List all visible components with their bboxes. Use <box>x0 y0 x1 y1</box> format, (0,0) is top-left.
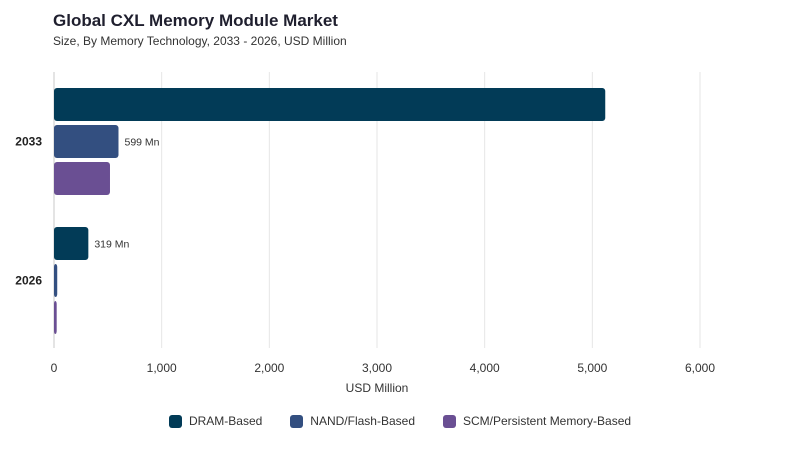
legend-item: SCM/Persistent Memory-Based <box>443 414 631 428</box>
bar <box>54 125 119 158</box>
chart-legend: DRAM-Based NAND/Flash-Based SCM/Persistent… <box>0 414 800 428</box>
bar <box>54 301 57 334</box>
bar-chart: 0 1,000 2,000 3,000 4,000 5,000 6,000 USD Milli… <box>15 72 715 395</box>
x-axis-title: USD Million <box>346 381 409 395</box>
bar <box>54 162 110 195</box>
legend-item: NAND/Flash-Based <box>290 414 415 428</box>
bar <box>54 264 58 297</box>
legend-label: DRAM-Based <box>188 414 263 428</box>
chart-subtitle: Size, By Memory Technology, 2033 - 2026,… <box>53 34 347 48</box>
bar <box>54 227 89 260</box>
bar <box>54 88 606 121</box>
data-label: 599 Mn <box>124 137 159 149</box>
category-label: 2033 <box>15 135 42 149</box>
x-tick-label: 4,000 <box>470 361 500 375</box>
category-label: 2026 <box>15 274 42 288</box>
x-tick-label: 0 <box>51 361 58 375</box>
data-label: 319 Mn <box>94 239 129 251</box>
x-tick-label: 2,000 <box>254 361 284 375</box>
legend-swatch <box>290 414 304 428</box>
x-tick-label: 3,000 <box>362 361 392 375</box>
x-tick-label: 1,000 <box>147 361 177 375</box>
legend-swatch <box>443 414 456 428</box>
x-tick-label: 6,000 <box>685 361 715 375</box>
chart-title: Global CXL Memory Module Market <box>53 11 338 30</box>
legend-item: DRAM-Based <box>168 414 263 428</box>
legend-swatch <box>168 414 182 428</box>
legend-label: NAND/Flash-Based <box>310 414 415 428</box>
x-tick-label: 5,000 <box>577 361 607 375</box>
legend-label: SCM/Persistent Memory-Based <box>463 414 632 428</box>
